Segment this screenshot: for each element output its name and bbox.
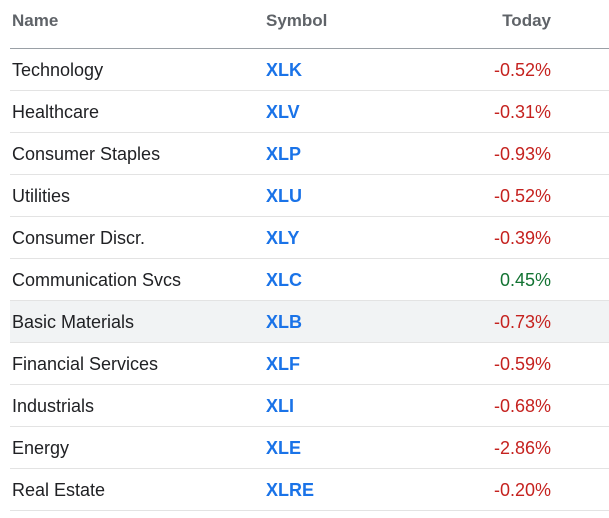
sector-name: Healthcare <box>12 102 100 122</box>
sector-name: Consumer Staples <box>12 144 161 164</box>
table-row[interactable]: Real Estate XLRE -0.20% <box>10 469 609 511</box>
table-row[interactable]: Healthcare XLV -0.31% <box>10 91 609 133</box>
symbol-link[interactable]: XLRE <box>266 480 315 500</box>
today-change: -0.68% <box>493 396 551 416</box>
table-row[interactable]: Consumer Staples XLP -0.93% <box>10 133 609 175</box>
symbol-link[interactable]: XLY <box>266 228 300 248</box>
symbol-link[interactable]: XLF <box>266 354 300 374</box>
sector-name: Real Estate <box>12 480 106 500</box>
table-row[interactable]: Industrials XLI -0.68% <box>10 385 609 427</box>
table-row[interactable]: Communication Svcs XLC 0.45% <box>10 259 609 301</box>
sector-name: Financial Services <box>12 354 159 374</box>
column-header-today[interactable]: Today <box>502 11 551 30</box>
column-header-symbol[interactable]: Symbol <box>266 11 328 30</box>
symbol-link[interactable]: XLK <box>266 60 302 80</box>
today-change: -2.86% <box>493 438 551 458</box>
table-row[interactable]: Consumer Discr. XLY -0.39% <box>10 217 609 259</box>
today-change: -0.73% <box>493 312 551 332</box>
today-change: -0.52% <box>493 186 551 206</box>
today-change: 0.45% <box>499 270 551 290</box>
today-change: -0.20% <box>493 480 551 500</box>
today-change: -0.39% <box>493 228 551 248</box>
sector-name: Industrials <box>12 396 95 416</box>
table-row[interactable]: Financial Services XLF -0.59% <box>10 343 609 385</box>
sector-name: Energy <box>12 438 70 458</box>
symbol-link[interactable]: XLI <box>266 396 295 416</box>
symbol-link[interactable]: XLB <box>266 312 302 332</box>
symbol-link[interactable]: XLE <box>266 438 302 458</box>
sector-name: Basic Materials <box>12 312 135 332</box>
sector-name: Utilities <box>12 186 71 206</box>
table-header: Name Symbol Today <box>10 0 609 49</box>
today-change: -0.93% <box>493 144 551 164</box>
sector-name: Technology <box>12 60 104 80</box>
table-row[interactable]: Utilities XLU -0.52% <box>10 175 609 217</box>
symbol-link[interactable]: XLV <box>266 102 300 122</box>
table-row[interactable]: Energy XLE -2.86% <box>10 427 609 469</box>
column-header-name[interactable]: Name <box>12 11 59 30</box>
symbol-link[interactable]: XLU <box>266 186 302 206</box>
sector-name: Communication Svcs <box>12 270 182 290</box>
table-row[interactable]: Technology XLK -0.52% <box>10 49 609 91</box>
today-change: -0.31% <box>493 102 551 122</box>
symbol-link[interactable]: XLC <box>266 270 302 290</box>
symbol-link[interactable]: XLP <box>266 144 302 164</box>
sector-name: Consumer Discr. <box>12 228 146 248</box>
today-change: -0.52% <box>493 60 551 80</box>
today-change: -0.59% <box>493 354 551 374</box>
table-row[interactable]: Basic Materials XLB -0.73% <box>10 301 609 343</box>
